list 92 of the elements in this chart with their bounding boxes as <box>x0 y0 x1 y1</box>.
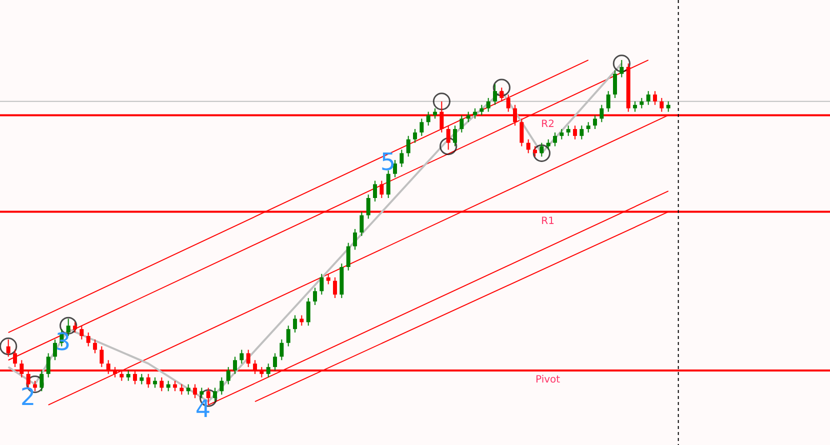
candlestick <box>660 97 664 112</box>
candlestick <box>373 180 377 202</box>
candlestick <box>393 160 397 178</box>
annotation: 4 <box>195 395 211 423</box>
candlestick <box>126 370 130 382</box>
candlestick <box>40 370 44 392</box>
candlestick <box>580 125 584 140</box>
candlestick <box>86 332 90 347</box>
candlestick <box>413 128 417 144</box>
candlestick <box>360 211 364 236</box>
candlestick <box>313 287 317 306</box>
point <box>492 78 510 96</box>
candlestick <box>220 376 224 396</box>
candlestick <box>146 373 150 388</box>
candlestick <box>300 314 304 326</box>
candlestick <box>480 104 484 116</box>
candlestick <box>140 373 144 385</box>
candlestick <box>546 138 550 150</box>
candlestick <box>233 356 237 374</box>
candlestick <box>460 114 464 133</box>
candlestick <box>386 170 390 199</box>
candlestick <box>333 276 337 299</box>
candlestick <box>466 111 470 123</box>
candlestick <box>80 325 84 340</box>
candlestick <box>400 149 404 168</box>
ref-line-label: R1 <box>541 216 554 227</box>
candlestick <box>520 118 524 147</box>
candlestick <box>620 60 624 78</box>
annotation: 5 <box>380 148 396 176</box>
candlestick <box>246 349 250 368</box>
candlestick <box>286 325 290 347</box>
candlestick <box>160 376 164 392</box>
candlestick <box>500 87 504 102</box>
point <box>440 137 458 156</box>
candlestick <box>573 125 577 140</box>
candlestick <box>406 135 410 158</box>
candlestick <box>560 128 564 140</box>
candlestick <box>326 273 330 285</box>
candlestick <box>193 384 197 399</box>
candlestick <box>53 338 57 361</box>
candlestick <box>653 90 657 106</box>
candlestick <box>633 100 637 112</box>
candlestick <box>293 314 297 334</box>
candlestick <box>593 114 597 130</box>
candlestick <box>73 322 77 334</box>
candlestick <box>446 125 450 150</box>
candlestick <box>640 97 644 109</box>
point <box>532 144 550 162</box>
candlestick <box>613 70 617 98</box>
candlestick <box>100 346 104 368</box>
candlestick <box>506 94 510 112</box>
candlestick <box>213 387 217 402</box>
candlestick <box>566 125 570 136</box>
candlestick <box>366 194 370 220</box>
annotation: 2 <box>20 383 36 411</box>
candlestick <box>320 273 324 296</box>
point <box>432 92 450 110</box>
candlestick <box>526 138 530 154</box>
candlestick <box>46 352 50 378</box>
candlestick <box>453 125 457 147</box>
ref-line-label: R2 <box>541 119 554 130</box>
candlestick <box>273 352 277 371</box>
candlestick <box>666 100 670 112</box>
candlestick <box>600 104 604 123</box>
candlestick <box>486 97 490 112</box>
candlestick <box>306 298 310 326</box>
candlestick <box>553 132 557 147</box>
candlestick <box>280 338 284 361</box>
point <box>0 338 18 356</box>
candlestick <box>353 228 357 250</box>
annotation: 3 <box>55 328 71 356</box>
candlestick <box>93 338 97 354</box>
ref-line-label: Pivot <box>536 374 560 386</box>
point <box>612 54 630 72</box>
candlestick <box>240 349 244 364</box>
candlestick <box>426 111 430 126</box>
candlestick <box>586 122 590 133</box>
candlestick <box>153 376 157 388</box>
candlestick <box>420 118 424 136</box>
candlestick <box>180 384 184 396</box>
candlestick <box>606 90 610 112</box>
candlestick <box>493 84 497 106</box>
candlestick <box>6 338 10 358</box>
candlestick <box>346 242 350 271</box>
candlestick <box>186 384 190 396</box>
candlestick <box>533 146 537 158</box>
candlestick <box>380 180 384 199</box>
candlestick <box>266 363 270 378</box>
candlestick <box>226 366 230 385</box>
candlestick <box>646 90 650 106</box>
candlestick <box>200 387 204 399</box>
candlestick <box>540 142 544 158</box>
